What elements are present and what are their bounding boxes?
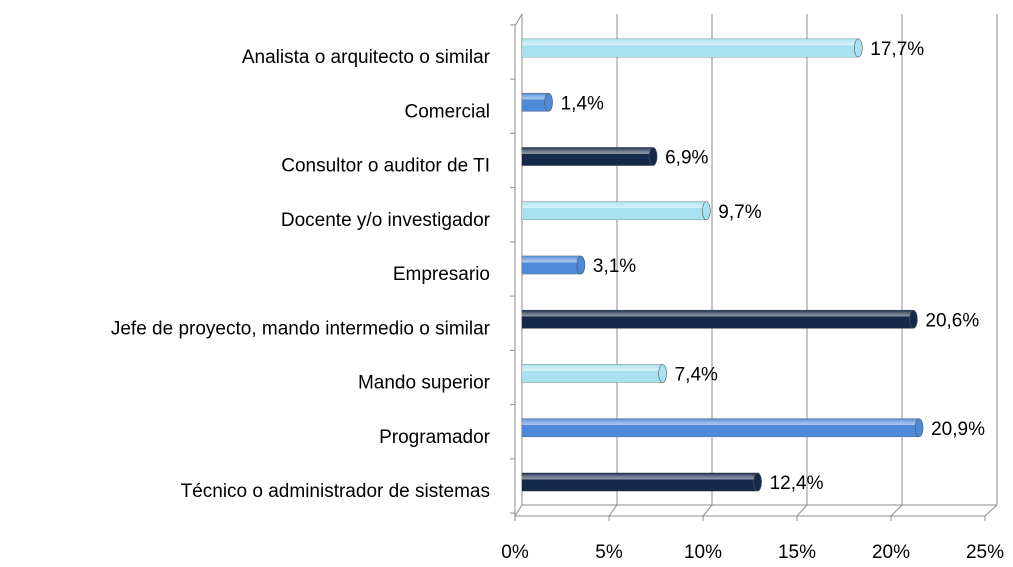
y-tick-label: Técnico o administrador de sistemas [181,481,490,502]
bar-shine [522,256,581,274]
y-tick-label: Mando superior [358,373,491,394]
x-tick-label: 25% [966,542,1004,563]
bar-shine [522,310,914,329]
grid-line [514,504,523,517]
value-label: 7,4% [675,365,718,386]
value-label: 20,6% [925,310,979,331]
x-tick-label: 0% [501,542,529,563]
grid-line [608,504,618,517]
value-label: 12,4% [770,473,824,494]
grid-line [702,504,713,517]
bar-end [544,92,553,112]
x-tick-label: 15% [778,542,816,563]
grid-line [796,504,808,517]
bar-shine [522,473,758,491]
bar-end [648,147,658,166]
bar-shine [522,147,654,166]
grid-line [984,504,998,517]
bar-shine [522,418,920,437]
value-label: 3,1% [593,256,636,277]
bar-end [576,255,586,275]
value-label: 6,9% [665,148,708,169]
value-label: 17,7% [870,39,924,60]
y-tick-label: Analista o arquitecto o similar [242,47,491,68]
y-tick-label: Docente y/o investigador [281,210,491,231]
bar-end [914,418,924,438]
value-label: 1,4% [561,93,604,114]
bar-shine [522,364,663,383]
y-tick-label: Jefe de proyecto, mando intermedio o sim… [111,318,491,339]
bar-end [909,309,918,329]
y-tick-label: Comercial [404,101,490,122]
bar-shine [522,201,707,220]
y-tick-label: Programador [379,427,491,448]
y-tick-label: Empresario [393,264,490,285]
bar-shine [522,93,549,112]
x-tick-label: 5% [595,542,623,563]
bar-end [658,364,667,383]
grid-line [890,504,903,517]
x-tick-label: 20% [872,542,910,563]
value-label: 9,7% [718,202,761,223]
bar-shine [522,39,859,57]
y-tick-label: Consultor o auditor de TI [281,156,490,177]
x-tick-label: 10% [684,542,722,563]
bar-end [701,201,711,221]
value-label: 20,9% [931,419,985,440]
bar-end [853,38,863,58]
bar-end [753,472,762,492]
axis-line [514,13,523,27]
